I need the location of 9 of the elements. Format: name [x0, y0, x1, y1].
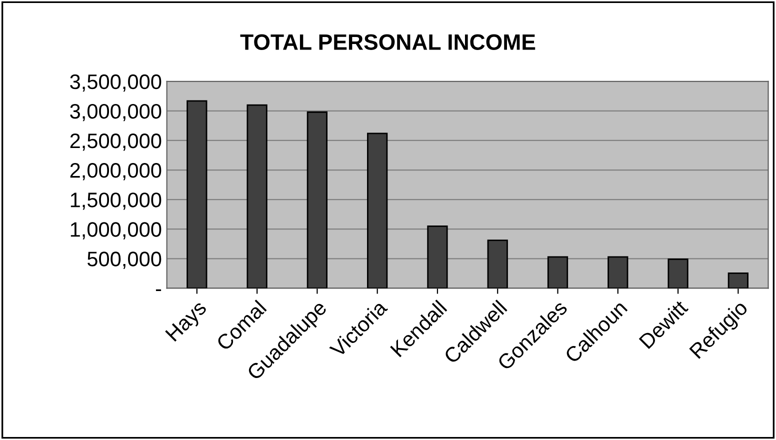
y-tick-label: 500,000	[88, 252, 162, 269]
y-tick-label: 3,500,000	[70, 74, 162, 92]
chart-title: TOTAL PERSONAL INCOME	[240, 34, 536, 50]
y-tick-label: 2,500,000	[70, 133, 162, 151]
y-tick-label: -	[156, 289, 162, 292]
y-tick-label: 2,000,000	[70, 163, 162, 180]
y-tick-label: 1,000,000	[70, 222, 162, 240]
y-tick-label: 1,500,000	[70, 192, 162, 210]
y-tick-label: 3,000,000	[70, 104, 162, 122]
